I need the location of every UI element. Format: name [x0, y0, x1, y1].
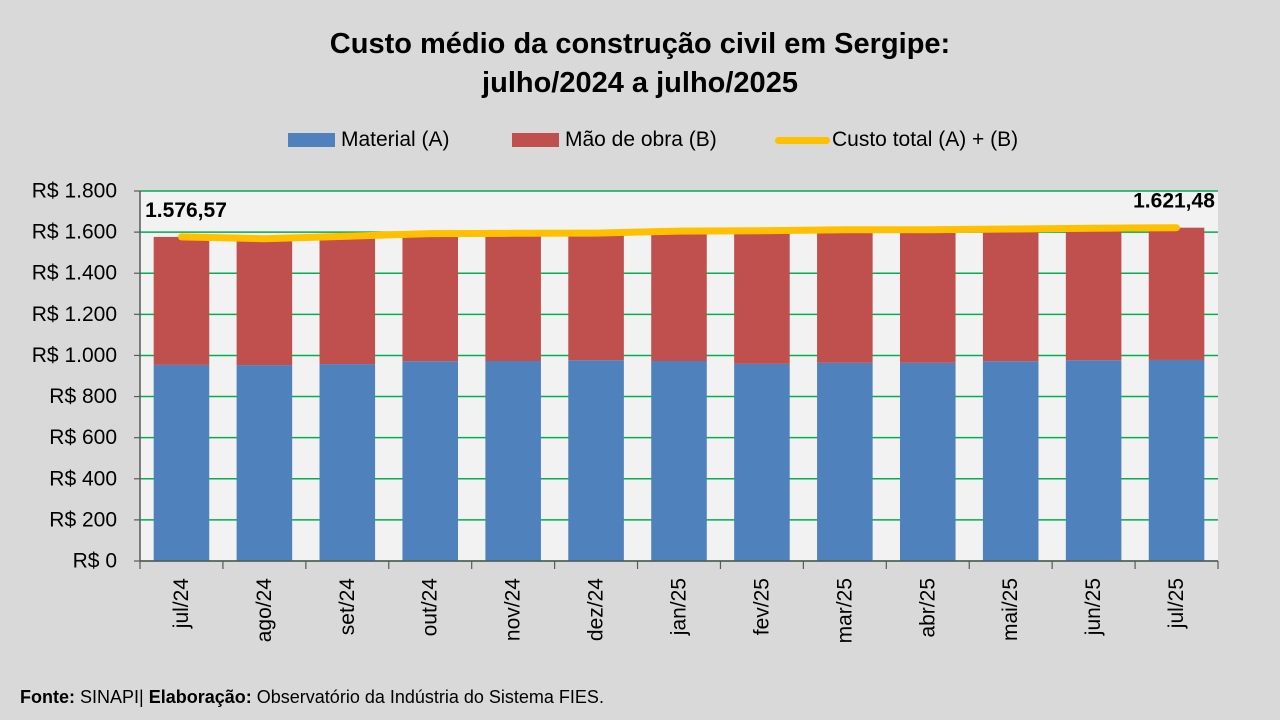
- labor-bar-set-24: [319, 236, 376, 365]
- y-tick-label: R$ 200: [49, 508, 117, 531]
- data-label-total-jul-25: 1.621,48: [1133, 190, 1215, 213]
- footer-source: SINAPI|: [80, 687, 144, 707]
- y-tick-label: R$ 1.600: [32, 221, 117, 244]
- bars: [153, 227, 1205, 561]
- y-tick-label: R$ 800: [49, 385, 117, 408]
- legend-label-labor: Mão de obra (B): [565, 128, 717, 151]
- legend-swatch-total-line: [775, 136, 830, 144]
- x-tick-label-nov-24: nov/24: [502, 578, 525, 641]
- x-tick-label-fev-25: fev/25: [750, 578, 773, 635]
- legend-item-total: Custo total (A) + (B): [775, 128, 1018, 152]
- x-tick-label-mai-25: mai/25: [999, 578, 1022, 641]
- material-bar-fev-25: [734, 363, 790, 561]
- y-tick-label: R$ 1.400: [32, 262, 117, 285]
- total-cost-point-ago-24: [261, 235, 268, 242]
- labor-bar-mar-25: [817, 229, 873, 363]
- x-tick-label-jul-24: jul/24: [170, 578, 193, 630]
- labor-bar-jul-24: [153, 236, 210, 365]
- x-tick-label-jul-25: jul/25: [1165, 578, 1188, 629]
- total-cost-point-dez-24: [593, 230, 600, 237]
- total-cost-point-fev-25: [758, 227, 765, 234]
- chart-title-line-2: julho/2024 a julho/2025: [482, 67, 798, 99]
- x-tick-label-jan-25: jan/25: [668, 578, 691, 636]
- legend-label-material: Material (A): [341, 128, 450, 151]
- total-cost-point-mar-25: [841, 226, 848, 233]
- legend-swatch-labor: [512, 133, 559, 147]
- total-cost-point-set-24: [344, 233, 351, 240]
- chart-labels: R$ 0 R$ 200 R$ 400 R$ 600 R$ 800 R$ 1.000 R$ 1…: [32, 180, 1215, 644]
- material-bar-set-24: [319, 364, 376, 561]
- labor-bar-mai-25: [982, 229, 1039, 362]
- labor-bar-jun-25: [1065, 228, 1122, 361]
- footer-credit-label: Elaboração:: [148, 687, 252, 707]
- x-tick-label-ago-24: ago/24: [253, 578, 276, 643]
- data-label-total-jul-24: 1.576,57: [145, 199, 227, 222]
- material-bar-jun-25: [1065, 360, 1122, 561]
- total-cost-point-jul-25: [1173, 224, 1180, 231]
- legend-item-material: Material (A): [288, 128, 450, 152]
- material-bar-abr-25: [899, 362, 956, 561]
- material-bar-jan-25: [651, 360, 707, 561]
- total-cost-point-out-24: [427, 230, 434, 237]
- total-cost-point-jun-25: [1090, 225, 1097, 232]
- footer-credit: Observatório da Indústria do Sistema FIE…: [256, 687, 604, 707]
- y-tick-label: R$ 0: [73, 550, 117, 573]
- total-cost-point-jul-24: [178, 233, 185, 240]
- labor-bar-jul-25: [1148, 227, 1205, 360]
- total-cost-point-jan-25: [676, 228, 682, 235]
- footer-source-note: Fonte: SINAPI| Elaboração: Observatório …: [20, 684, 604, 710]
- material-bar-mar-25: [817, 362, 873, 561]
- x-tick-label-jun-25: jun/25: [1082, 578, 1105, 636]
- labor-bar-out-24: [402, 233, 459, 362]
- axes: [134, 190, 1219, 569]
- legend-swatch-material: [288, 133, 335, 147]
- material-bar-jul-24: [153, 364, 210, 561]
- labor-bar-fev-25: [734, 230, 790, 364]
- y-tick-label: R$ 1.800: [32, 180, 117, 203]
- chart-title-line-1: Custo médio da construção civil em Sergi…: [329, 28, 951, 60]
- x-tick-label-dez-24: dez/24: [585, 578, 608, 641]
- x-tick-label-abr-25: abr/25: [916, 578, 939, 638]
- total-cost-series: [178, 224, 1180, 243]
- total-cost-point-abr-25: [924, 226, 931, 233]
- labor-bar-ago-24: [236, 238, 293, 366]
- y-tick-label: R$ 400: [49, 467, 117, 490]
- y-tick-label: R$ 1.000: [32, 344, 117, 367]
- x-tick-label-out-24: out/24: [419, 578, 442, 637]
- total-cost-point-nov-24: [510, 230, 517, 237]
- legend-item-labor: Mão de obra (B): [512, 128, 717, 152]
- labor-bar-nov-24: [485, 233, 541, 361]
- material-bar-dez-24: [568, 360, 624, 561]
- labor-bar-dez-24: [568, 233, 624, 361]
- material-bar-ago-24: [236, 365, 293, 561]
- legend-label-total: Custo total (A) + (B): [832, 128, 1019, 151]
- footer-source-label: Fonte:: [20, 687, 75, 707]
- x-tick-label-mar-25: mar/25: [833, 578, 856, 643]
- material-bar-nov-24: [485, 360, 541, 561]
- y-tick-label: R$ 1.200: [32, 303, 117, 326]
- labor-bar-jan-25: [651, 231, 707, 361]
- x-tick-label-set-24: set/24: [336, 578, 359, 636]
- material-bar-mai-25: [982, 361, 1039, 561]
- total-cost-point-mai-25: [1007, 226, 1014, 233]
- y-tick-label: R$ 600: [49, 426, 117, 449]
- labor-bar-abr-25: [899, 229, 956, 363]
- material-bar-jul-25: [1148, 359, 1205, 561]
- material-bar-out-24: [402, 361, 459, 561]
